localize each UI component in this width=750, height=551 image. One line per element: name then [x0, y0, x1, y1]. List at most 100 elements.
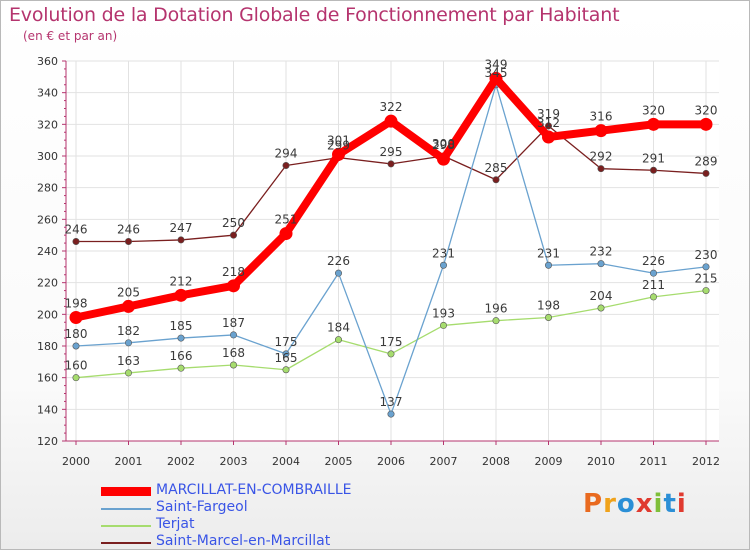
data-label-saint-fargeol: 187 [222, 316, 245, 330]
logo-letter: r [603, 489, 617, 519]
data-point-saint-fargeol [544, 261, 552, 269]
data-point-saint-marcel-en-marcillat [544, 122, 552, 130]
data-label-saint-marcel-en-marcillat: 295 [380, 145, 403, 159]
x-tick-label: 2009 [535, 455, 563, 468]
data-point-saint-marcel-en-marcillat [177, 236, 185, 244]
y-tick-label: 340 [37, 87, 58, 100]
data-point-marcillat-en-combraille [699, 117, 713, 131]
data-label-saint-marcel-en-marcillat: 299 [327, 139, 350, 153]
data-label-terjat: 215 [695, 272, 718, 286]
data-point-terjat [492, 317, 500, 325]
data-point-terjat [230, 361, 238, 369]
data-point-saint-fargeol [72, 342, 80, 350]
data-point-saint-fargeol [230, 331, 238, 339]
x-tick-label: 2004 [272, 455, 300, 468]
legend-swatch [101, 487, 151, 496]
data-label-saint-marcel-en-marcillat: 300 [432, 137, 455, 151]
data-point-marcillat-en-combraille [227, 279, 240, 293]
data-point-saint-marcel-en-marcillat [702, 169, 710, 177]
data-point-saint-marcel-en-marcillat [230, 231, 238, 239]
y-tick-label: 160 [37, 372, 58, 385]
legend-swatch [101, 542, 151, 544]
data-point-terjat [334, 336, 342, 344]
data-point-terjat [125, 369, 133, 377]
data-label-saint-fargeol: 180 [65, 327, 88, 341]
y-tick-label: 240 [37, 245, 58, 258]
x-tick-label: 2012 [692, 455, 720, 468]
data-point-saint-marcel-en-marcillat [492, 176, 500, 184]
data-label-saint-fargeol: 231 [432, 246, 455, 260]
chart-subtitle: (en € et par an) [23, 29, 118, 43]
y-tick-label: 220 [37, 277, 58, 290]
x-tick-label: 2001 [115, 455, 143, 468]
data-label-terjat: 198 [537, 299, 560, 313]
data-point-terjat [72, 374, 80, 382]
x-tick-label: 2011 [640, 455, 668, 468]
logo-letter: i [676, 489, 687, 519]
data-label-terjat: 193 [432, 306, 455, 320]
data-label-saint-marcel-en-marcillat: 250 [222, 216, 245, 230]
data-point-terjat [702, 287, 710, 295]
legend-label: MARCILLAT-EN-COMBRAILLE [156, 482, 352, 498]
data-point-terjat [387, 350, 395, 358]
data-label-terjat: 196 [485, 302, 508, 316]
data-label-terjat: 163 [117, 354, 140, 368]
data-point-saint-fargeol [334, 269, 342, 277]
data-label-marcillat-en-combraille: 198 [65, 297, 88, 311]
data-label-saint-marcel-en-marcillat: 319 [537, 107, 560, 121]
data-point-terjat [439, 321, 447, 329]
data-label-marcillat-en-combraille: 349 [485, 57, 508, 71]
logo-letter: t [663, 489, 677, 519]
data-point-marcillat-en-combraille [332, 147, 345, 161]
logo-letter: P [583, 489, 604, 519]
x-tick-label: 2000 [62, 455, 90, 468]
data-label-saint-marcel-en-marcillat: 285 [485, 161, 508, 175]
y-tick-label: 300 [37, 150, 58, 163]
data-label-terjat: 160 [65, 359, 88, 373]
legend-swatch [101, 525, 151, 527]
data-label-marcillat-en-combraille: 251 [275, 213, 298, 227]
data-point-marcillat-en-combraille [174, 288, 188, 302]
data-point-marcillat-en-combraille [489, 71, 503, 85]
data-point-saint-fargeol [597, 260, 605, 268]
x-tick-label: 2005 [325, 455, 353, 468]
x-tick-label: 2002 [167, 455, 195, 468]
data-label-terjat: 168 [222, 346, 245, 360]
data-label-saint-fargeol: 137 [380, 395, 403, 409]
data-label-saint-marcel-en-marcillat: 246 [65, 223, 88, 237]
chart-title: Evolution de la Dotation Globale de Fonc… [9, 4, 620, 26]
x-tick-label: 2008 [482, 455, 510, 468]
data-label-marcillat-en-combraille: 312 [537, 116, 560, 130]
y-tick-label: 140 [37, 403, 58, 416]
y-tick-label: 280 [37, 182, 58, 195]
data-label-marcillat-en-combraille: 322 [380, 100, 403, 114]
data-label-saint-fargeol: 175 [275, 335, 298, 349]
data-point-marcillat-en-combraille [647, 117, 660, 131]
data-label-saint-marcel-en-marcillat: 292 [590, 150, 613, 164]
data-point-saint-fargeol [282, 350, 290, 358]
data-point-saint-fargeol [439, 261, 447, 269]
y-tick-label: 320 [37, 118, 58, 131]
x-tick-label: 2007 [430, 455, 458, 468]
logo-letter: i [653, 489, 664, 519]
data-label-marcillat-en-combraille: 298 [432, 138, 455, 152]
data-point-marcillat-en-combraille [69, 311, 83, 324]
series-lines [69, 71, 713, 418]
legend-label: Saint-Marcel-en-Marcillat [156, 533, 331, 549]
logo-letter: x [635, 489, 654, 519]
y-tick-label: 200 [37, 308, 58, 321]
data-label-marcillat-en-combraille: 218 [222, 265, 245, 279]
x-tick-label: 2006 [377, 455, 405, 468]
data-point-marcillat-en-combraille [542, 130, 555, 144]
data-label-saint-marcel-en-marcillat: 247 [170, 221, 193, 235]
data-point-marcillat-en-combraille [122, 299, 135, 313]
data-label-marcillat-en-combraille: 301 [327, 133, 350, 147]
data-point-saint-marcel-en-marcillat [125, 238, 133, 246]
axes: 120 140 160 180 200 220 240 260 280 300 320 340 360 2… [37, 55, 720, 468]
data-label-saint-marcel-en-marcillat: 246 [117, 223, 140, 237]
y-tick-label: 360 [37, 55, 58, 68]
data-label-saint-marcel-en-marcillat: 291 [642, 151, 665, 165]
data-label-marcillat-en-combraille: 320 [695, 103, 718, 117]
